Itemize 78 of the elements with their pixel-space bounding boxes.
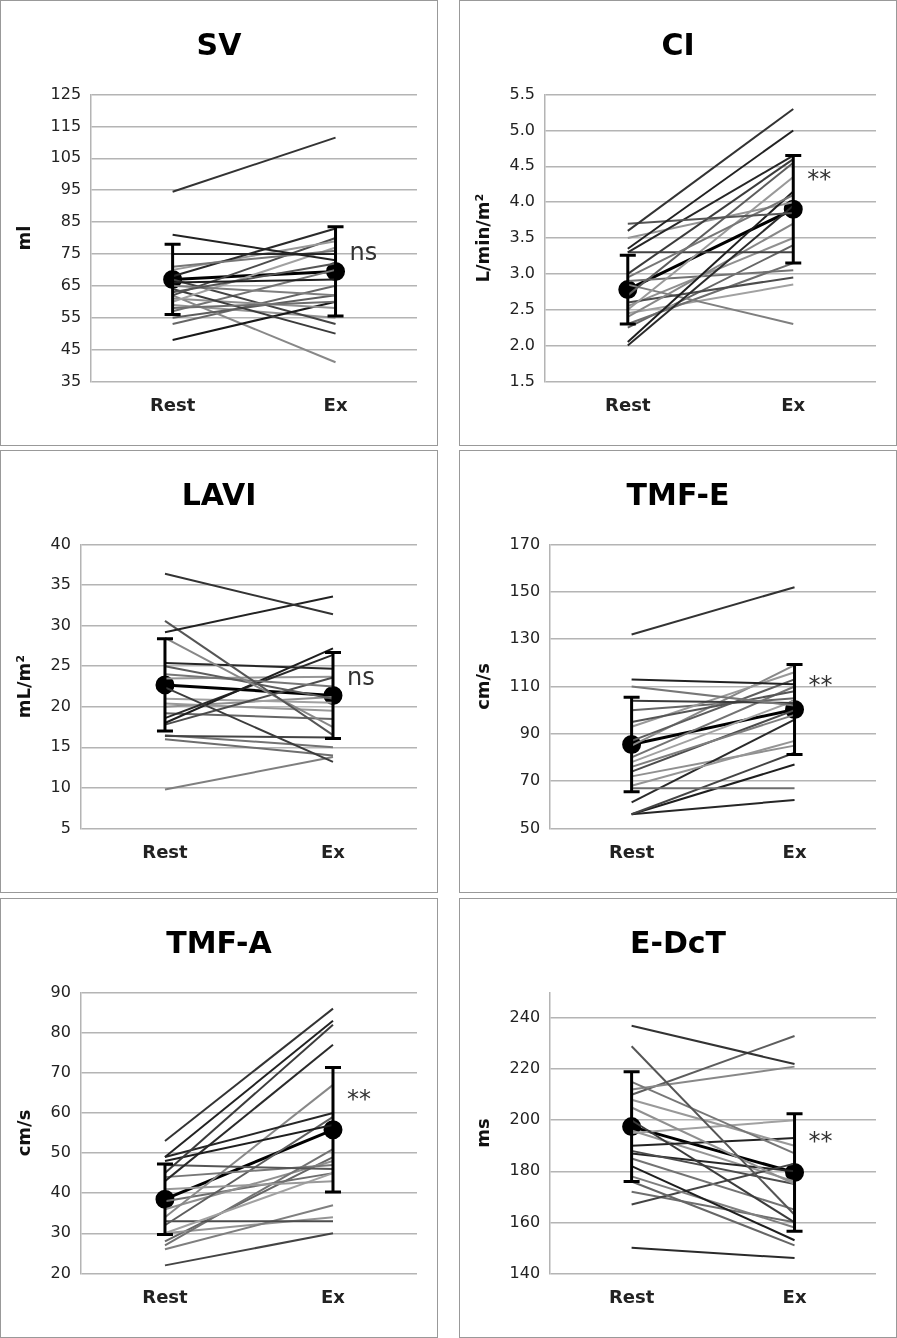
- y-tick-label: 160: [509, 1211, 541, 1231]
- y-tick-label: 60: [50, 1102, 71, 1122]
- y-axis-title: ml: [13, 225, 35, 251]
- y-tick-label: 40: [50, 1182, 71, 1202]
- y-tick-label: 20: [50, 1262, 71, 1282]
- chart-title: SV: [195, 26, 243, 64]
- y-tick-label: 2.0: [509, 334, 536, 354]
- y-tick-label: 95: [60, 179, 82, 199]
- y-tick-label: 200: [509, 1109, 541, 1129]
- y-tick-label: 35: [60, 370, 82, 390]
- y-tick-label: 105: [50, 147, 82, 167]
- y-tick-label: 140: [509, 1262, 541, 1282]
- y-tick-label: 150: [509, 581, 541, 601]
- x-tick-label: Ex: [782, 840, 807, 862]
- x-tick-label: Rest: [608, 840, 655, 862]
- y-tick-label: 90: [519, 722, 541, 742]
- y-tick-label: 115: [50, 115, 82, 135]
- y-tick-label: 5.5: [509, 83, 536, 103]
- y-tick-label: 45: [60, 338, 82, 358]
- annotation: ns: [346, 662, 375, 691]
- y-tick-label: 180: [509, 1160, 541, 1180]
- x-tick-label: Rest: [149, 393, 196, 415]
- y-tick-label: 40: [50, 533, 71, 553]
- y-tick-label: 15: [50, 736, 71, 756]
- y-tick-label: 85: [60, 211, 82, 231]
- y-tick-label: 240: [509, 1007, 541, 1027]
- y-tick-label: 4.5: [509, 155, 536, 175]
- y-tick-label: 20: [50, 695, 71, 715]
- y-axis-title: mL/m²: [13, 654, 35, 719]
- y-tick-label: 50: [50, 1142, 71, 1162]
- y-tick-label: 55: [60, 306, 82, 326]
- y-tick-label: 70: [519, 770, 541, 790]
- y-axis-title: L/min/m²: [472, 193, 494, 283]
- chart-title: E-DcT: [628, 924, 728, 962]
- x-tick-label: Rest: [608, 1285, 655, 1307]
- annotation: **: [808, 1127, 833, 1156]
- y-tick-label: 5: [60, 817, 71, 837]
- x-tick-label: Rest: [605, 393, 651, 415]
- y-tick-label: 3.0: [509, 263, 536, 283]
- x-tick-label: Ex: [782, 1285, 807, 1307]
- y-tick-label: 90: [50, 981, 71, 1001]
- annotation: ns: [349, 238, 378, 267]
- y-tick-label: 3.5: [509, 227, 536, 247]
- chart-title: TMF-A: [165, 924, 273, 962]
- chart-title: CI: [660, 26, 696, 64]
- y-tick-label: 125: [50, 83, 82, 103]
- y-tick-label: 70: [50, 1061, 71, 1081]
- y-tick-label: 30: [50, 614, 71, 634]
- y-tick-label: 4.0: [509, 191, 536, 211]
- y-tick-label: 5.0: [509, 119, 536, 139]
- x-tick-label: Rest: [142, 840, 189, 862]
- y-axis-title: ms: [472, 1118, 494, 1148]
- y-tick-label: 30: [50, 1222, 71, 1242]
- y-tick-label: 110: [509, 675, 541, 695]
- y-tick-label: 1.5: [509, 370, 536, 390]
- y-axis-title: cm/s: [472, 663, 494, 710]
- x-tick-label: Ex: [321, 1285, 346, 1307]
- y-tick-label: 220: [509, 1058, 541, 1078]
- x-tick-label: Rest: [142, 1285, 189, 1307]
- y-axis-title: cm/s: [13, 1109, 35, 1157]
- y-tick-label: 25: [50, 655, 71, 675]
- annotation: **: [808, 670, 833, 699]
- x-tick-label: Ex: [321, 840, 346, 862]
- y-tick-label: 50: [519, 817, 541, 837]
- y-tick-label: 65: [60, 274, 82, 294]
- y-tick-label: 80: [50, 1021, 71, 1041]
- y-tick-label: 75: [60, 243, 82, 263]
- y-tick-label: 10: [50, 777, 71, 797]
- annotation: **: [346, 1085, 371, 1114]
- x-tick-label: Ex: [323, 393, 348, 415]
- y-tick-label: 170: [509, 533, 541, 553]
- y-tick-label: 130: [509, 628, 541, 648]
- y-tick-label: 2.5: [509, 298, 536, 318]
- chart-title: LAVI: [180, 476, 258, 514]
- annotation: **: [807, 164, 832, 193]
- chart-title: TMF-E: [625, 476, 731, 514]
- y-tick-label: 35: [50, 574, 71, 594]
- x-tick-label: Ex: [781, 393, 806, 415]
